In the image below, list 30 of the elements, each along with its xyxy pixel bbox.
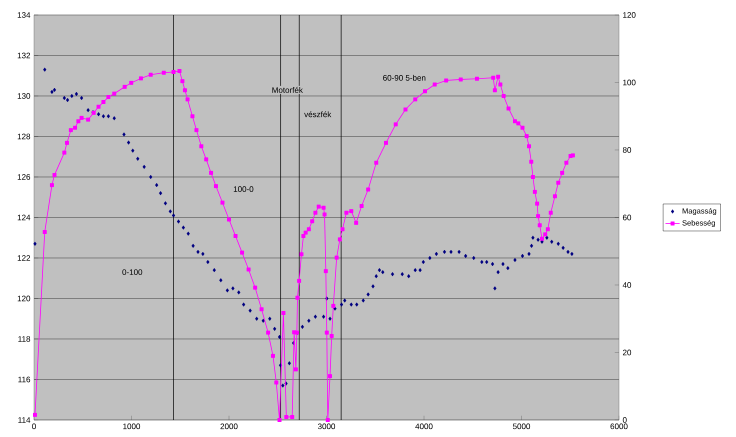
y-tick-label: 132 [18,52,30,58]
y-tick-label: 128 [18,134,30,140]
y-tick-label: 134 [18,12,30,18]
x-tick-label: 3000 [318,423,336,430]
y-tick-label: 118 [18,336,30,342]
annotation: 100-0 [234,186,254,192]
x-tick-label: 6000 [610,423,628,430]
y2-tick-label: 20 [622,350,632,356]
annotation: Motorfék [272,86,303,93]
y-tick-label: 130 [18,93,30,99]
annotation: vészfék [304,111,332,118]
y-tick-label: 126 [18,174,30,180]
x-tick-label: 1000 [123,423,140,430]
y-tick-label: 122 [18,255,30,261]
x-tick-label: 5000 [512,423,530,430]
y2-tick-label: 40 [622,282,632,288]
y-tick-label: 124 [18,214,30,220]
annotation: 60-90 5-ben [383,74,426,81]
x-tick-label: 4000 [415,423,433,430]
y-tick-label: 116 [18,376,30,382]
y2-tick-label: 120 [623,12,636,18]
x-tick-label: 2000 [220,423,238,430]
x-tick-label: 0 [32,423,36,430]
annotation: 0-100 [122,269,142,275]
y2-tick-label: 0 [622,417,627,423]
y-tick-label: 120 [18,296,30,302]
y2-tick-label: 60 [622,214,632,220]
y2-tick-label: 80 [622,147,632,153]
y2-tick-label: 100 [623,80,636,86]
y-tick-label: 114 [18,417,30,423]
